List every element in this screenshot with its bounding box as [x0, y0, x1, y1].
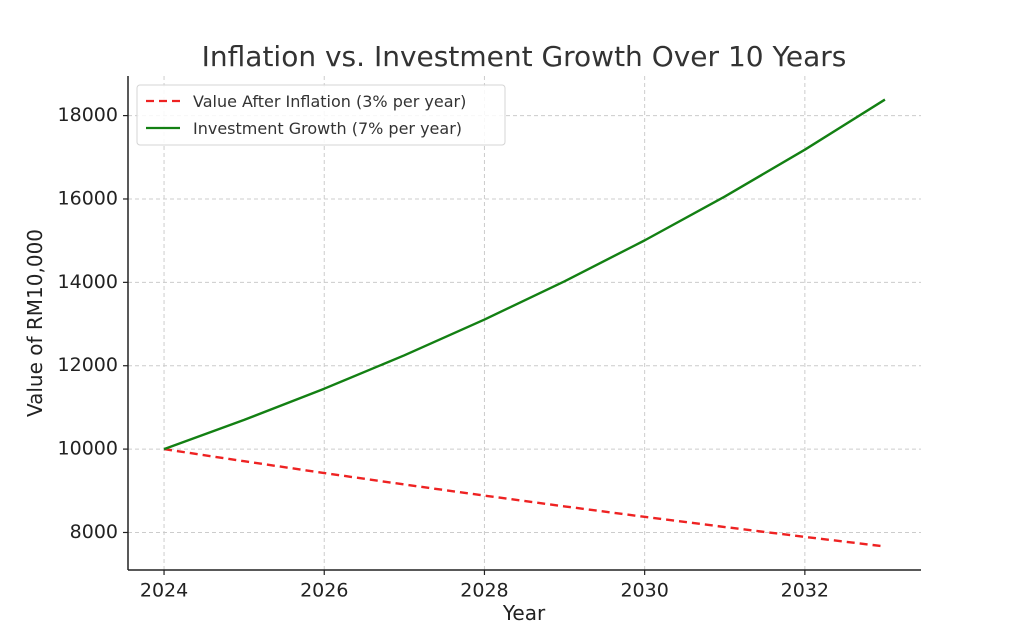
series-layer — [163, 98, 886, 548]
legend-label-investment: Investment Growth (7% per year) — [193, 119, 462, 138]
chart-title: Inflation vs. Investment Growth Over 10 … — [202, 40, 847, 73]
legend-box — [136, 84, 506, 146]
ticks: 2024 2026 2028 2030 2032 8000 10000 12000 14000 1… — [58, 104, 829, 601]
y-tick-label: 10000 — [58, 438, 118, 460]
x-tick-label: 2030 — [620, 580, 668, 602]
grid — [128, 76, 921, 570]
y-axis-label: Value of RM10,000 — [23, 229, 47, 417]
legend-label-inflation: Value After Inflation (3% per year) — [193, 92, 466, 111]
y-tick-label: 14000 — [58, 271, 118, 293]
y-tick-label: 18000 — [58, 104, 118, 126]
y-tick-label: 8000 — [70, 521, 118, 543]
y-tick-label: 12000 — [58, 354, 118, 376]
axes — [127, 76, 921, 571]
x-tick-label: 2026 — [300, 580, 348, 602]
x-tick-label: 2032 — [781, 580, 829, 602]
legend: Value After Inflation (3% per year) Inve… — [136, 84, 506, 146]
x-tick-label: 2028 — [460, 580, 508, 602]
y-tick-label: 16000 — [58, 187, 118, 209]
x-tick-label: 2024 — [140, 580, 188, 602]
x-axis-label: Year — [502, 601, 546, 625]
series-line-inflation — [163, 447, 886, 548]
series-line-investment — [163, 98, 886, 451]
